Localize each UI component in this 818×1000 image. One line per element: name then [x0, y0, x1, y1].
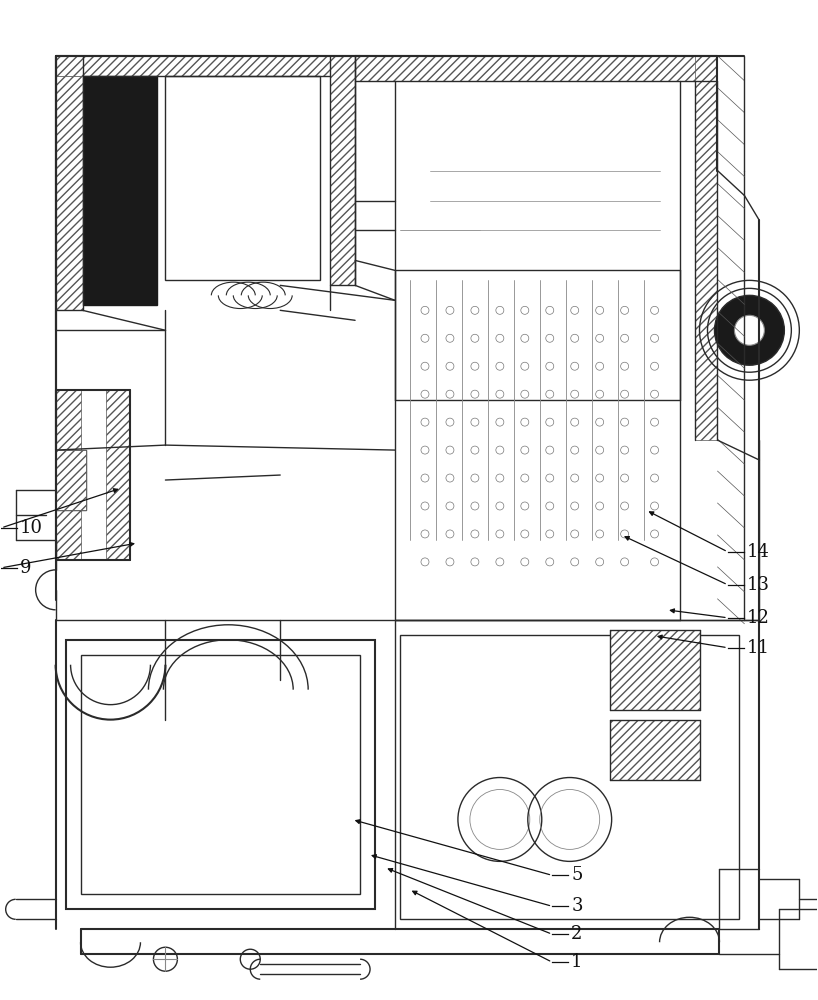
Bar	[83, 76, 157, 305]
Bar	[56, 450, 86, 510]
Polygon shape	[106, 390, 131, 560]
Bar	[65, 640, 375, 909]
Text: 12: 12	[747, 609, 770, 627]
Text: 1: 1	[571, 953, 582, 971]
Bar	[400, 635, 739, 919]
Bar	[80, 655, 360, 894]
Polygon shape	[56, 450, 86, 510]
Circle shape	[714, 295, 784, 365]
Text: 10: 10	[20, 519, 43, 537]
Polygon shape	[56, 56, 360, 76]
Polygon shape	[609, 720, 699, 780]
Text: 13: 13	[747, 576, 770, 594]
Text: 14: 14	[747, 543, 770, 561]
Polygon shape	[56, 76, 83, 310]
Polygon shape	[609, 630, 699, 710]
Polygon shape	[694, 56, 717, 440]
Text: 5: 5	[571, 866, 582, 884]
Text: 2: 2	[571, 925, 582, 943]
Text: 11: 11	[747, 639, 770, 657]
Polygon shape	[56, 390, 80, 560]
Bar	[165, 76, 320, 280]
Text: 9: 9	[20, 559, 32, 577]
Text: 3: 3	[571, 897, 582, 915]
Polygon shape	[355, 56, 717, 81]
Polygon shape	[330, 56, 355, 285]
Circle shape	[735, 315, 764, 345]
